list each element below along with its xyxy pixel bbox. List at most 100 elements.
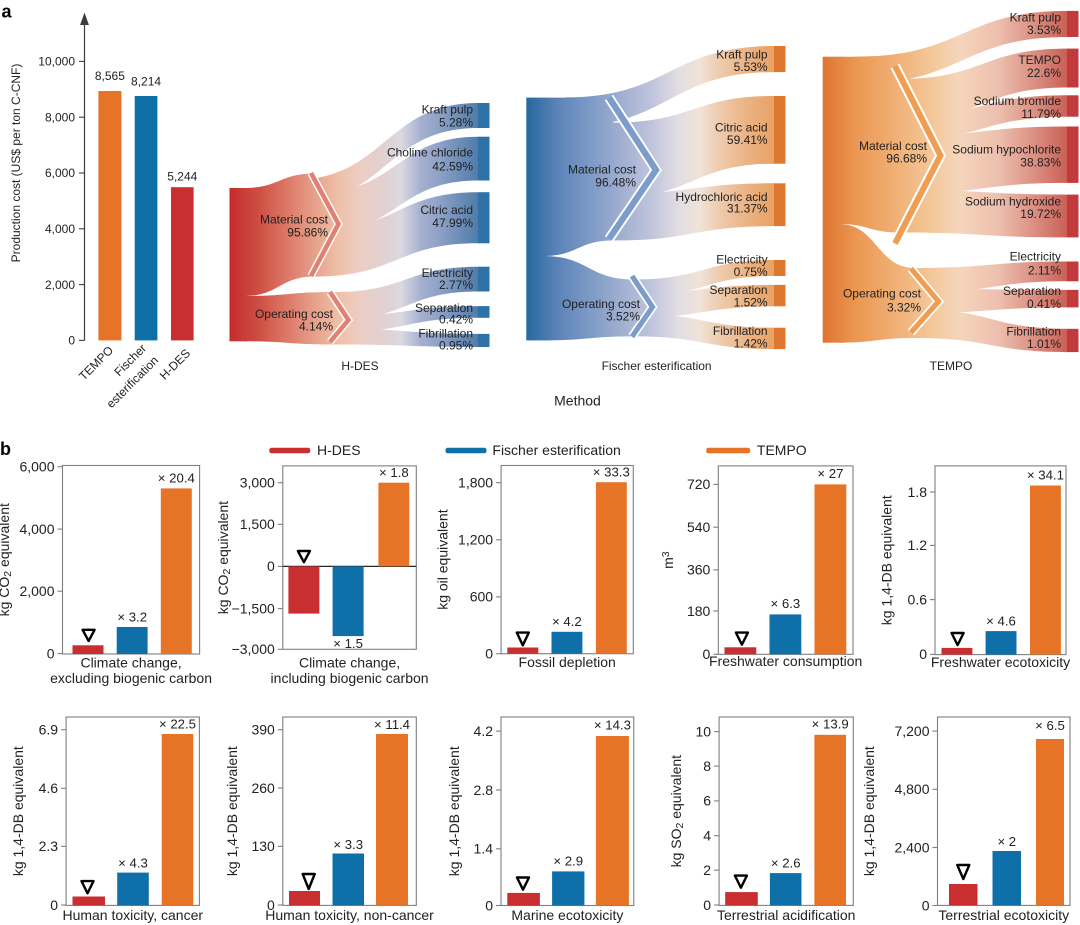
svg-text:Kraft pulp: Kraft pulp	[1010, 10, 1062, 24]
svg-text:360: 360	[687, 562, 711, 578]
svg-text:× 4.2: × 4.2	[552, 614, 582, 629]
svg-text:excluding biogenic carbon: excluding biogenic carbon	[50, 670, 212, 686]
svg-text:× 20.4: × 20.4	[158, 471, 195, 486]
svg-text:H-DES: H-DES	[317, 442, 361, 458]
svg-text:Human toxicity, non-cancer: Human toxicity, non-cancer	[265, 907, 434, 923]
svg-text:kg 1,4-DB equivalent: kg 1,4-DB equivalent	[861, 746, 877, 876]
svg-text:Electricity: Electricity	[1010, 250, 1061, 264]
svg-text:× 2.9: × 2.9	[553, 853, 583, 868]
svg-text:× 6.3: × 6.3	[771, 596, 801, 611]
svg-text:Freshwater ecotoxicity: Freshwater ecotoxicity	[931, 654, 1070, 670]
svg-text:2,000: 2,000	[45, 278, 75, 292]
svg-text:kg SO2 equivalent: kg SO2 equivalent	[668, 755, 686, 868]
svg-text:b: b	[0, 439, 11, 459]
svg-text:Sodium hypochlorite: Sodium hypochlorite	[952, 143, 1061, 157]
svg-text:96.48%: 96.48%	[595, 176, 636, 190]
svg-text:3.32%: 3.32%	[887, 300, 921, 314]
svg-text:TEMPO: TEMPO	[757, 442, 807, 458]
svg-text:2.3: 2.3	[39, 838, 59, 854]
svg-text:Sodium hydroxide: Sodium hydroxide	[965, 194, 1061, 208]
svg-text:Operating cost: Operating cost	[255, 307, 334, 321]
svg-text:4,000: 4,000	[19, 521, 54, 537]
svg-text:0: 0	[919, 646, 927, 662]
svg-text:4,800: 4,800	[894, 781, 929, 797]
svg-text:Fischer esterification: Fischer esterification	[492, 442, 620, 458]
svg-text:47.99%: 47.99%	[432, 216, 473, 230]
svg-text:Material cost: Material cost	[260, 213, 329, 227]
svg-text:0: 0	[703, 646, 711, 662]
svg-text:H-DES: H-DES	[341, 359, 378, 373]
svg-text:Kraft pulp: Kraft pulp	[422, 102, 474, 116]
svg-text:a: a	[2, 2, 13, 22]
svg-text:Citric acid: Citric acid	[420, 203, 473, 217]
svg-text:Operating cost: Operating cost	[843, 287, 922, 301]
svg-text:0.42%: 0.42%	[439, 313, 473, 327]
svg-text:m3: m3	[660, 551, 676, 569]
svg-text:−3,000: −3,000	[232, 641, 275, 657]
svg-text:kg CO2 equivalent: kg CO2 equivalent	[0, 503, 14, 616]
svg-text:Operating cost: Operating cost	[562, 297, 641, 311]
svg-text:1.42%: 1.42%	[734, 336, 768, 350]
svg-text:0: 0	[922, 897, 930, 913]
svg-text:× 13.9: × 13.9	[812, 717, 849, 732]
svg-text:3,000: 3,000	[240, 475, 275, 491]
svg-text:4: 4	[703, 828, 711, 844]
svg-text:kg 1,4-DB equivalent: kg 1,4-DB equivalent	[224, 746, 240, 876]
svg-text:× 1.5: × 1.5	[333, 636, 363, 651]
svg-text:7,200: 7,200	[894, 723, 929, 739]
svg-text:2,000: 2,000	[19, 583, 54, 599]
svg-text:1.2: 1.2	[908, 537, 928, 553]
svg-text:6.9: 6.9	[39, 722, 59, 738]
svg-text:22.6%: 22.6%	[1027, 66, 1061, 80]
svg-text:1,200: 1,200	[458, 532, 493, 548]
svg-text:× 11.4: × 11.4	[374, 717, 410, 732]
svg-text:0: 0	[47, 645, 55, 661]
svg-text:× 1.8: × 1.8	[379, 465, 409, 480]
svg-text:8,214: 8,214	[131, 74, 161, 88]
svg-text:0.41%: 0.41%	[1027, 297, 1061, 311]
svg-text:0: 0	[50, 897, 58, 913]
svg-text:× 2: × 2	[997, 834, 1016, 849]
svg-text:kg 1,4-DB equivalent: kg 1,4-DB equivalent	[10, 746, 26, 876]
svg-text:540: 540	[687, 519, 711, 535]
svg-text:Citric acid: Citric acid	[715, 121, 768, 135]
svg-text:260: 260	[251, 780, 275, 796]
svg-text:2.77%: 2.77%	[439, 278, 473, 292]
svg-text:0.95%: 0.95%	[439, 338, 473, 352]
svg-text:kg 1,4-DB equivalent: kg 1,4-DB equivalent	[446, 746, 462, 876]
svg-text:Climate change,: Climate change,	[299, 655, 400, 671]
svg-text:× 4.6: × 4.6	[986, 614, 1016, 629]
svg-text:1.52%: 1.52%	[734, 295, 768, 309]
svg-text:0: 0	[485, 646, 493, 662]
svg-text:Terrestrial acidification: Terrestrial acidification	[717, 907, 856, 923]
svg-text:6,000: 6,000	[45, 166, 75, 180]
svg-text:Fibrillation: Fibrillation	[418, 327, 473, 341]
svg-text:1.8: 1.8	[908, 484, 928, 500]
svg-text:0: 0	[267, 897, 275, 913]
svg-text:10,000: 10,000	[38, 55, 75, 69]
svg-text:59.41%: 59.41%	[727, 133, 768, 147]
svg-text:31.37%: 31.37%	[727, 202, 768, 216]
svg-text:11.79%: 11.79%	[1021, 107, 1061, 121]
svg-text:Electricity: Electricity	[716, 253, 767, 267]
svg-text:0: 0	[68, 334, 75, 348]
svg-text:2.11%: 2.11%	[1028, 263, 1061, 277]
svg-text:720: 720	[687, 476, 711, 492]
svg-text:TEMPO: TEMPO	[930, 359, 973, 373]
svg-text:0.6: 0.6	[908, 591, 928, 607]
svg-text:Sodium bromide: Sodium bromide	[974, 94, 1062, 108]
svg-text:Terrestrial ecotoxicity: Terrestrial ecotoxicity	[938, 907, 1069, 923]
svg-text:Freshwater consumption: Freshwater consumption	[709, 653, 862, 669]
svg-text:5.28%: 5.28%	[439, 116, 473, 130]
svg-text:× 27: × 27	[817, 466, 843, 481]
svg-text:Separation: Separation	[710, 283, 768, 297]
svg-text:0: 0	[485, 897, 493, 913]
svg-text:8,000: 8,000	[45, 110, 75, 124]
svg-text:2,400: 2,400	[894, 839, 929, 855]
svg-text:180: 180	[687, 603, 711, 619]
svg-text:390: 390	[251, 722, 275, 738]
svg-text:0: 0	[267, 558, 275, 574]
svg-text:Fibrillation: Fibrillation	[713, 324, 768, 338]
svg-text:kg CO2 equivalent: kg CO2 equivalent	[215, 501, 233, 614]
svg-text:× 2.6: × 2.6	[771, 855, 801, 870]
